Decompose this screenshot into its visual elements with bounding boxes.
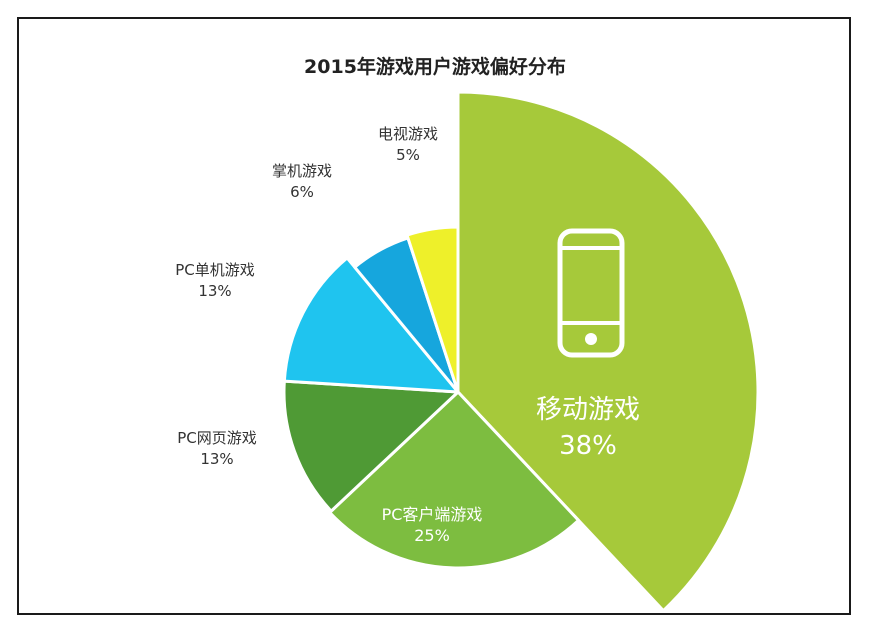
chart-title: 2015年游戏用户游戏偏好分布 [304,55,566,78]
slice-value-label: 38% [559,431,617,461]
slice-name-label: 移动游戏 [536,395,640,425]
slice-name-label: 掌机游戏 [272,162,332,180]
pie-labels: 移动游戏 38% PC客户端游戏 25% PC网页游戏 13% PC单机游戏 13% 掌机游戏 6… [175,125,640,545]
slice-value-label: 6% [290,183,314,201]
slice-value-label: 13% [198,282,231,300]
pie-slice [328,390,580,570]
slice-name-label: 电视游戏 [378,125,438,143]
slice-value-label: 25% [414,526,450,545]
smartphone-icon [557,228,625,358]
pie-slice [405,225,460,394]
slice-value-label: 13% [200,450,233,468]
slice-name-label: PC客户端游戏 [382,505,483,524]
pie-slice [282,256,460,394]
pie-slice [282,379,460,513]
slice-name-label: PC网页游戏 [177,429,257,447]
pie-slices [282,90,760,613]
slice-value-label: 5% [396,146,420,164]
pie-slice [456,90,760,613]
slice-name-label: PC单机游戏 [175,261,255,279]
